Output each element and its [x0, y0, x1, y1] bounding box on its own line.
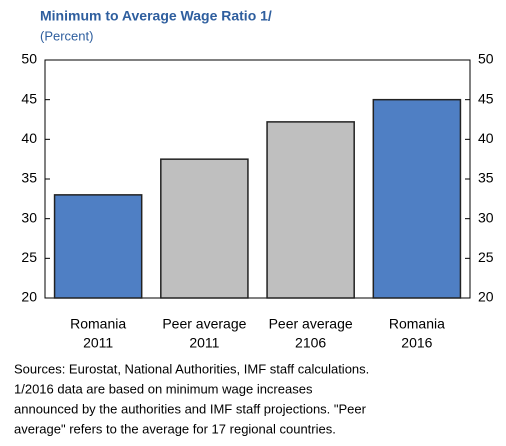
y-tick-label: 45 — [21, 90, 37, 106]
y2-tick-label: 40 — [478, 130, 494, 146]
chart-subtitle: (Percent) — [40, 28, 93, 43]
chart-title: Minimum to Average Wage Ratio 1/ — [40, 8, 272, 24]
y2-tick-label: 20 — [478, 289, 494, 305]
x-tick-label: Peer average — [269, 316, 353, 332]
note: 1/2016 data are based on minimum wage in… — [14, 381, 313, 396]
y-tick-label: 25 — [21, 249, 37, 265]
x-tick-label: 2011 — [189, 335, 219, 351]
x-tick-label: 2016 — [401, 335, 432, 351]
y2-tick-label: 30 — [478, 209, 494, 225]
x-tick-label: 2106 — [295, 335, 326, 351]
y-tick-label: 35 — [21, 170, 37, 186]
y-tick-label: 30 — [21, 209, 37, 225]
x-tick-label: 2011 — [83, 335, 113, 351]
y-tick-label: 50 — [21, 51, 37, 67]
bar — [160, 158, 249, 299]
bar — [266, 121, 355, 299]
y2-tick-label: 50 — [478, 51, 494, 67]
y-tick-label: 20 — [21, 289, 37, 305]
y2-tick-label: 35 — [478, 170, 494, 186]
note: Sources: Eurostat, National Authorities,… — [14, 361, 369, 376]
y-tick-label: 40 — [21, 130, 37, 146]
note: average" refers to the average for 17 re… — [14, 421, 336, 436]
note: announced by the authorities and IMF sta… — [14, 401, 367, 416]
bar — [53, 194, 143, 299]
y2-tick-label: 45 — [478, 90, 494, 106]
bar — [372, 98, 462, 299]
y2-tick-label: 25 — [478, 249, 494, 265]
x-tick-label: Peer average — [162, 316, 246, 332]
x-tick-label: Romania — [70, 316, 126, 332]
x-tick-label: Romania — [389, 316, 445, 332]
